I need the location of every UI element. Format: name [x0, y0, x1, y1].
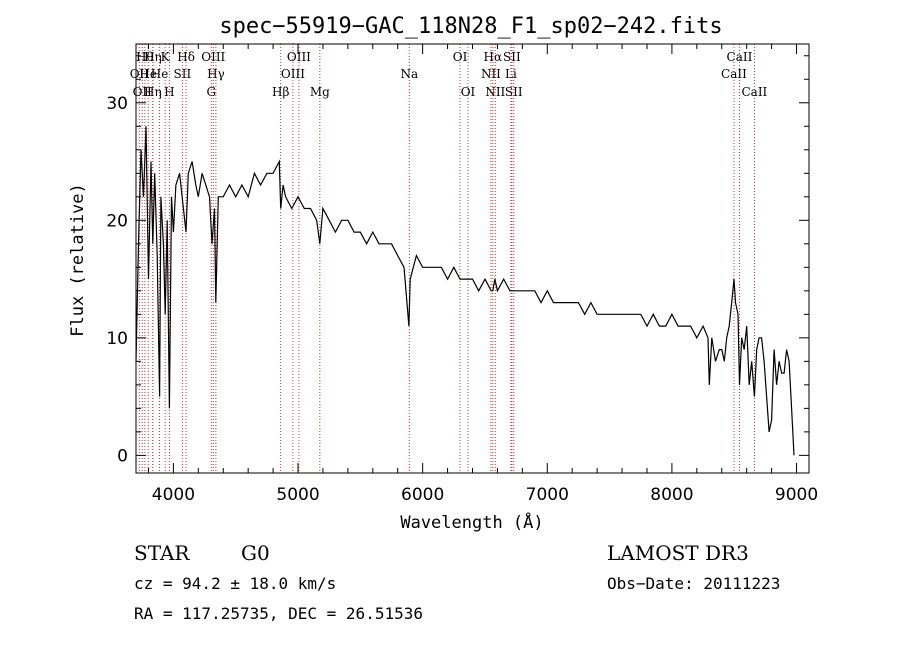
line-label: Mg	[310, 85, 330, 99]
object-subclass: G0	[241, 541, 270, 565]
y-tick-label: 10	[106, 329, 128, 349]
y-axis-ticks: 0 10 20 30	[106, 55, 809, 466]
x-axis-label: Wavelength (Å)	[400, 511, 543, 533]
line-label: G	[206, 85, 216, 99]
line-label: NII	[481, 67, 501, 81]
object-class: STAR	[134, 541, 190, 565]
line-label: OI	[461, 85, 476, 99]
line-label: OIII	[201, 50, 225, 64]
x-tick-label: 5000	[276, 485, 319, 505]
line-label: OII	[133, 85, 153, 99]
line-label: SII	[174, 67, 192, 81]
line-label: OIII	[287, 50, 311, 64]
x-tick-label: 8000	[650, 485, 693, 505]
plot-frame	[135, 43, 810, 474]
line-label: CaII	[741, 85, 767, 99]
line-label: Na	[400, 67, 418, 81]
line-label: Hβ	[272, 85, 289, 99]
line-label: OII	[130, 67, 150, 81]
chart-title: spec−55919−GAC_118N28_F1_sp02−242.fits	[219, 14, 722, 39]
line-label: Hη	[144, 50, 162, 64]
line-label: Hα	[484, 50, 503, 64]
x-axis-ticks: 4000 5000 6000 7000 8000 9000	[147, 44, 818, 505]
line-label: NII	[485, 85, 505, 99]
line-label: CaII	[727, 50, 753, 64]
line-label: K	[161, 50, 171, 64]
survey-name: LAMOST DR3	[607, 541, 749, 565]
line-label: H	[164, 85, 174, 99]
x-tick-label: 9000	[775, 485, 818, 505]
line-label: OI	[453, 50, 468, 64]
line-label: Li	[505, 67, 517, 81]
ra-dec-coordinates: RA = 117.25735, DEC = 26.51536	[134, 604, 423, 623]
line-label: Hγ	[207, 67, 225, 81]
y-tick-label: 20	[106, 211, 128, 231]
line-label: Hθ	[136, 50, 154, 64]
observation-date: Obs−Date: 20111223	[607, 574, 781, 593]
line-label: He	[139, 67, 157, 81]
line-label: SII	[505, 85, 523, 99]
line-label: SII	[503, 50, 521, 64]
line-label: CaII	[721, 67, 747, 81]
line-label: He	[151, 67, 169, 81]
y-tick-label: 30	[106, 94, 128, 114]
line-label: Hη	[144, 85, 162, 99]
spectral-line-markers	[138, 44, 755, 473]
x-tick-label: 4000	[152, 485, 195, 505]
y-tick-label: 0	[117, 446, 128, 466]
y-axis-label: Flux (relative)	[68, 183, 88, 337]
x-tick-label: 6000	[401, 485, 444, 505]
spectral-line-labels: OIIOIIHθHeHηHηHeKHSIIHδGOIIIHγHβOIIIOIII…	[130, 50, 768, 99]
spectrum-line	[135, 126, 795, 456]
line-label: Hδ	[177, 50, 195, 64]
redshift-cz: cz = 94.2 ± 18.0 km/s	[134, 574, 337, 593]
x-tick-label: 7000	[526, 485, 569, 505]
line-label: OIII	[281, 67, 305, 81]
